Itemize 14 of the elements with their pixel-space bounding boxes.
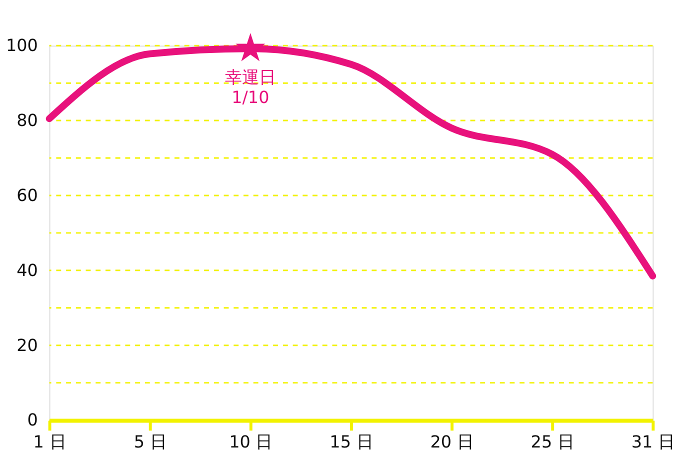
x-tick-label: 31 日 bbox=[631, 431, 675, 452]
y-tick-label: 100 bbox=[6, 35, 38, 56]
x-tick-label: 10 日 bbox=[229, 431, 273, 452]
annotation: 幸運日 1/10 bbox=[224, 67, 276, 107]
x-tick-label: 5 日 bbox=[134, 431, 167, 452]
y-tick-label: 60 bbox=[16, 184, 38, 205]
x-tick-label: 1 日 bbox=[33, 431, 66, 452]
x-tick-label: 15 日 bbox=[330, 431, 374, 452]
y-tick-label: 20 bbox=[16, 334, 38, 355]
y-tick-label: 0 bbox=[27, 410, 38, 430]
x-tick-label: 20 日 bbox=[430, 431, 474, 452]
y-tick-label: 80 bbox=[16, 110, 38, 130]
x-tick-label: 25 日 bbox=[530, 431, 574, 452]
y-tick-label: 40 bbox=[16, 260, 38, 280]
